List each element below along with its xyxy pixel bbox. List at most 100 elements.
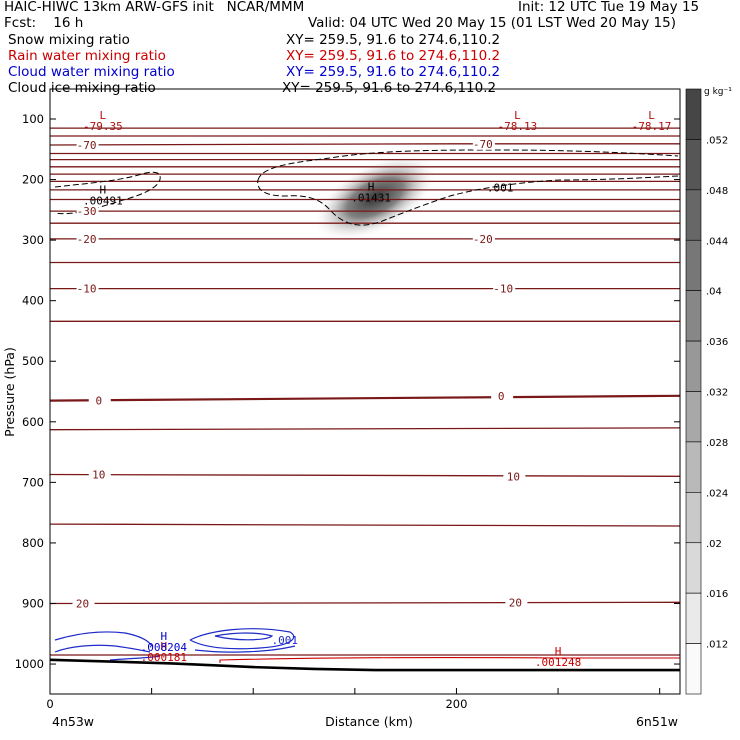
extremum-value: .008204 <box>141 641 188 654</box>
colorbar-bin <box>685 139 702 191</box>
colorbar-label: .02 <box>706 539 722 550</box>
isotherm-15 <box>50 523 680 527</box>
colorbar-bin <box>685 391 702 443</box>
field-cloudice-name: Cloud ice mixing ratio <box>8 80 156 96</box>
contour-label-bg <box>76 205 99 218</box>
colorbar-label: .016 <box>706 589 728 600</box>
colorbar-label: .04 <box>706 287 722 298</box>
contour-label: -70 <box>473 138 493 151</box>
contour-label: 0 <box>95 395 102 408</box>
colorbar-bin <box>685 340 702 392</box>
rain-contour <box>219 657 680 663</box>
colorbar-bin <box>685 542 702 594</box>
extremum-marker: H <box>368 180 375 193</box>
isotherm--70 <box>50 143 680 146</box>
y-tick-label: 100 <box>22 112 44 126</box>
field-snow-name: Snow mixing ratio <box>8 32 130 48</box>
snow-contour-central <box>257 149 679 226</box>
colorbar-bin <box>685 88 702 140</box>
shading-maximum <box>313 153 438 242</box>
contour-label-bg <box>472 232 495 245</box>
contour-label-bg <box>472 137 495 150</box>
colorbar-unit: g kg⁻¹ <box>704 87 732 97</box>
contour-label-bg <box>88 394 111 407</box>
cloud-water-contour-west <box>54 631 161 661</box>
extremum-marker: L <box>100 109 107 122</box>
contour-label: 20 <box>76 597 89 610</box>
colorbar-bin <box>685 592 702 644</box>
contour-label: -30 <box>77 205 97 218</box>
x-left-label: 4n53w <box>52 714 94 729</box>
extremum-marker: H <box>555 645 562 658</box>
field-rain-name: Rain water mixing ratio <box>8 48 166 64</box>
contour-label-bg <box>88 468 111 481</box>
extremum-marker: H <box>160 640 167 653</box>
cloud-water-contour-central <box>189 628 296 653</box>
field-snow-xy: XY= 259.5, 91.6 to 274.6,110.2 <box>286 32 501 48</box>
isotherm-5 <box>50 427 680 431</box>
contour-label-bg <box>72 597 95 610</box>
extremum-value: .01431 <box>351 191 391 204</box>
field-rain-xy: XY= 259.5, 91.6 to 274.6,110.2 <box>286 48 501 64</box>
contour-label-bg <box>491 389 514 402</box>
y-tick-label: 400 <box>22 294 44 308</box>
valid-time: Valid: 04 UTC Wed 20 May 15 (01 LST Wed … <box>308 15 676 31</box>
field-cloudice-xy: XY= 259.5, 91.6 to 274.6,110.2 <box>282 80 497 96</box>
field-cloudwater-xy: XY= 259.5, 91.6 to 274.6,110.2 <box>286 64 501 80</box>
colorbar-bin <box>685 492 702 544</box>
contour-label-bg <box>505 596 528 609</box>
y-tick-label: 1000 <box>15 657 44 671</box>
terrain-line <box>50 658 680 672</box>
contour-label: 20 <box>509 596 522 609</box>
extremum-marker: L <box>514 109 521 122</box>
colorbar-bin <box>685 290 702 342</box>
extremum-value: .00491 <box>83 194 123 207</box>
x-tick-label: 200 <box>445 697 467 711</box>
colorbar-bin <box>685 239 702 291</box>
extremum-marker: H <box>160 630 167 643</box>
extremum-marker: H <box>100 183 107 196</box>
cloud-water-label: .001 <box>272 634 299 647</box>
extremum-value: .000181 <box>141 651 187 664</box>
snow-contour-label: .001 <box>487 181 514 194</box>
contour-label: -70 <box>77 139 97 152</box>
extremum-marker: L <box>648 109 655 122</box>
colorbar-label: .032 <box>706 388 728 399</box>
y-tick-label: 900 <box>22 596 44 610</box>
extremum-value: -79.35 <box>83 120 123 133</box>
contour-label-bg <box>493 282 516 295</box>
colorbar-bin <box>685 441 702 493</box>
contour-label-bg <box>76 282 99 295</box>
contour-label: -20 <box>77 233 97 246</box>
isotherm-10 <box>50 473 680 477</box>
model-title: HAIC-HIWC 13km ARW-GFS init NCAR/MMM <box>4 0 305 15</box>
colorbar-label: .036 <box>706 337 728 348</box>
x-tick-label: 0 <box>46 697 53 711</box>
extremum-value: -78.13 <box>498 120 538 133</box>
init-time: Init: 12 UTC Tue 19 May 15 <box>518 0 700 15</box>
extremum-value: .001248 <box>535 656 581 669</box>
forecast-hour: Fcst: 16 h <box>4 15 84 31</box>
colorbar-label: .012 <box>706 640 728 651</box>
colorbar-label: .048 <box>706 186 728 197</box>
colorbar-bin <box>685 189 702 241</box>
isotherm-20 <box>50 601 680 605</box>
y-tick-label: 200 <box>22 173 44 187</box>
y-tick-label: 700 <box>22 475 44 489</box>
isotherm-0 <box>50 394 680 402</box>
contour-label: 0 <box>498 390 505 403</box>
contour-label-bg <box>76 232 99 245</box>
y-tick-label: 500 <box>22 354 44 368</box>
field-cloudwater-name: Cloud water mixing ratio <box>8 64 175 80</box>
contour-label-bg <box>503 470 526 483</box>
colorbar-label: .028 <box>706 438 728 449</box>
colorbar-label: .044 <box>706 236 728 247</box>
y-tick-label: 800 <box>22 536 44 550</box>
contour-label: 10 <box>507 470 520 483</box>
plot-frame <box>49 88 681 695</box>
y-tick-label: 300 <box>22 233 44 247</box>
colorbar-bin <box>685 643 702 695</box>
contour-label-bg <box>76 139 99 152</box>
colorbar-label: .024 <box>706 488 728 499</box>
